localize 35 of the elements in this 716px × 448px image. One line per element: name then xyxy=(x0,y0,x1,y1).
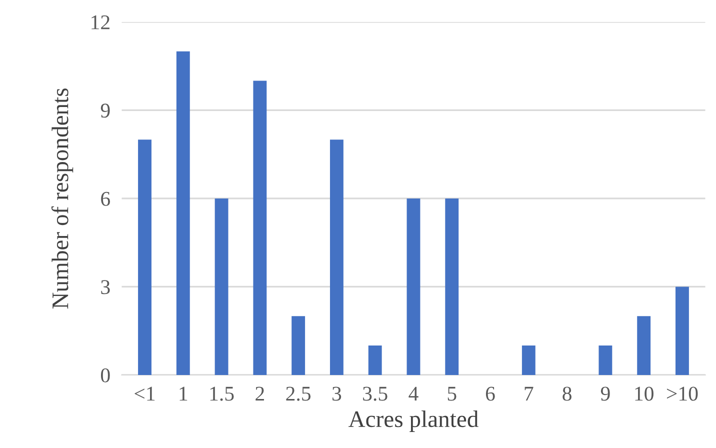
x-tick-label: >10 xyxy=(666,386,698,401)
bar xyxy=(253,80,267,375)
x-tick-label: 3.5 xyxy=(363,386,388,401)
y-tick-label: 3 xyxy=(101,280,110,294)
x-tick-label: 5 xyxy=(448,386,456,401)
y-axis-title: Number of respondents xyxy=(51,88,74,309)
bar xyxy=(522,346,536,375)
x-tick-label: 8 xyxy=(562,386,572,401)
x-tick-label: 2.5 xyxy=(286,386,311,401)
bar xyxy=(406,198,420,375)
x-tick-label: 10 xyxy=(635,386,654,401)
bar xyxy=(445,198,459,375)
x-tick-label: <1 xyxy=(134,386,155,401)
bar xyxy=(176,51,190,375)
x-tick-label: 4 xyxy=(408,386,418,401)
bar xyxy=(292,316,306,375)
bar xyxy=(138,140,152,375)
x-tick-label: 1 xyxy=(180,386,188,401)
bar xyxy=(598,346,612,375)
x-tick-label: 3 xyxy=(332,386,342,401)
x-tick-label: 1.5 xyxy=(210,386,234,401)
y-tick-label: 9 xyxy=(100,104,110,118)
x-tick-label: 2 xyxy=(256,386,264,401)
bar xyxy=(368,346,382,375)
bar xyxy=(214,198,228,375)
y-tick-label: 6 xyxy=(101,192,110,206)
x-tick-label: 6 xyxy=(486,386,495,401)
x-axis-title: Acres planted xyxy=(348,410,478,432)
x-tick-label: 7 xyxy=(524,386,534,401)
x-tick-label: 9 xyxy=(600,386,610,401)
bar xyxy=(637,316,651,375)
y-tick-label: 12 xyxy=(92,15,110,30)
bar xyxy=(330,140,344,375)
y-tick-label: 0 xyxy=(100,368,110,382)
bar xyxy=(676,286,689,375)
